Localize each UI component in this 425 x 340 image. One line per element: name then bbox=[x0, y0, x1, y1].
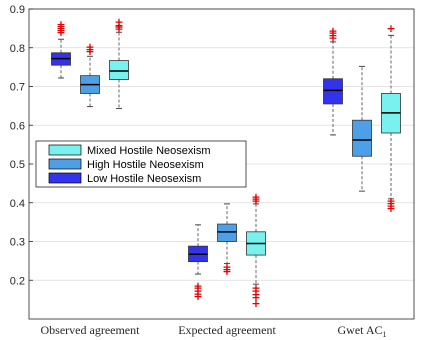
outlier-1: + bbox=[56, 24, 65, 37]
y-tick-label-6: 0.8 bbox=[10, 43, 25, 55]
outlier-1: + bbox=[222, 263, 231, 276]
outlier-0: + bbox=[193, 290, 202, 303]
box-mixed-1: ++++++++ bbox=[246, 190, 266, 310]
box-low-0: +++++ bbox=[51, 18, 71, 79]
outlier-1: + bbox=[85, 43, 94, 56]
box-body bbox=[323, 78, 343, 105]
category-label-observed: Observed agreement bbox=[41, 323, 141, 337]
box-high-0: +++ bbox=[80, 40, 100, 108]
box-mixed-2: +++++ bbox=[381, 22, 401, 215]
y-tick-label-5: 0.7 bbox=[10, 82, 25, 94]
legend-label-low: Low Hostile Neosexism bbox=[87, 173, 201, 185]
category-label-gwet-text: Gwet AC bbox=[338, 323, 383, 337]
outlier-1: + bbox=[114, 21, 123, 34]
outlier-1: + bbox=[328, 29, 337, 42]
box-low-1: +++++ bbox=[188, 224, 208, 303]
outlier-0: + bbox=[85, 45, 94, 58]
outlier-3: + bbox=[386, 195, 395, 208]
outlier-1: + bbox=[251, 291, 260, 304]
outlier-3: + bbox=[56, 20, 65, 33]
outlier-0: + bbox=[251, 297, 260, 310]
box-mixed-0: ++++ bbox=[109, 16, 129, 110]
outlier-2: + bbox=[251, 288, 260, 301]
legend-swatch-low bbox=[48, 172, 82, 184]
outlier-3: + bbox=[114, 16, 123, 29]
box-high-1: +++ bbox=[217, 203, 237, 278]
box-series: +++++++++++++++++++++++++++++++++++++ bbox=[51, 16, 401, 310]
outlier-2: + bbox=[328, 27, 337, 40]
box-body bbox=[217, 223, 237, 242]
outlier-2: + bbox=[85, 40, 94, 53]
legend-swatch-high bbox=[48, 158, 82, 170]
box-body bbox=[352, 119, 372, 157]
outlier-3: + bbox=[193, 282, 202, 295]
plot-frame bbox=[28, 8, 415, 320]
outlier-5: + bbox=[251, 194, 260, 207]
outlier-2: + bbox=[114, 19, 123, 32]
y-tick-label-4: 0.6 bbox=[10, 120, 25, 132]
legend: Mixed Hostile Neosexism High Hostile Neo… bbox=[35, 140, 247, 188]
outlier-6: + bbox=[251, 192, 260, 205]
legend-swatch-mixed bbox=[48, 144, 82, 156]
outlier-0: + bbox=[328, 32, 337, 45]
category-label-gwet-subscript: 1 bbox=[383, 330, 387, 339]
outlier-3: + bbox=[251, 285, 260, 298]
outlier-2: + bbox=[222, 261, 231, 274]
outlier-4: + bbox=[386, 22, 395, 35]
outlier-1: + bbox=[193, 287, 202, 300]
box-low-2: ++++ bbox=[323, 25, 343, 136]
y-axis-ticks: 0.2 0.3 0.4 0.5 0.6 0.7 0.8 0.9 bbox=[10, 4, 33, 287]
outlier-0: + bbox=[114, 23, 123, 36]
outlier-4: + bbox=[193, 280, 202, 293]
outlier-3: + bbox=[328, 25, 337, 38]
outlier-2: + bbox=[193, 285, 202, 298]
legend-label-mixed: Mixed Hostile Neosexism bbox=[87, 145, 210, 157]
y-tick-label-3: 0.5 bbox=[10, 159, 25, 171]
outlier-0: + bbox=[56, 26, 65, 39]
y-tick-label-2: 0.4 bbox=[10, 198, 25, 210]
y-tick-label-0: 0.2 bbox=[10, 275, 25, 287]
legend-label-high: High Hostile Neosexism bbox=[87, 159, 204, 171]
outlier-7: + bbox=[251, 190, 260, 203]
outlier-4: + bbox=[56, 18, 65, 31]
outlier-4: + bbox=[251, 282, 260, 295]
outlier-0: + bbox=[386, 202, 395, 215]
y-tick-label-7: 0.9 bbox=[10, 4, 25, 16]
box-high-2 bbox=[352, 65, 372, 192]
outlier-1: + bbox=[386, 199, 395, 212]
category-label-expected: Expected agreement bbox=[178, 323, 276, 337]
category-label-gwet: Gwet AC1 bbox=[338, 323, 387, 339]
y-tick-label-1: 0.3 bbox=[10, 237, 25, 249]
outlier-0: + bbox=[222, 265, 231, 278]
outlier-2: + bbox=[56, 22, 65, 35]
outlier-2: + bbox=[386, 197, 395, 210]
box-body bbox=[109, 60, 129, 80]
